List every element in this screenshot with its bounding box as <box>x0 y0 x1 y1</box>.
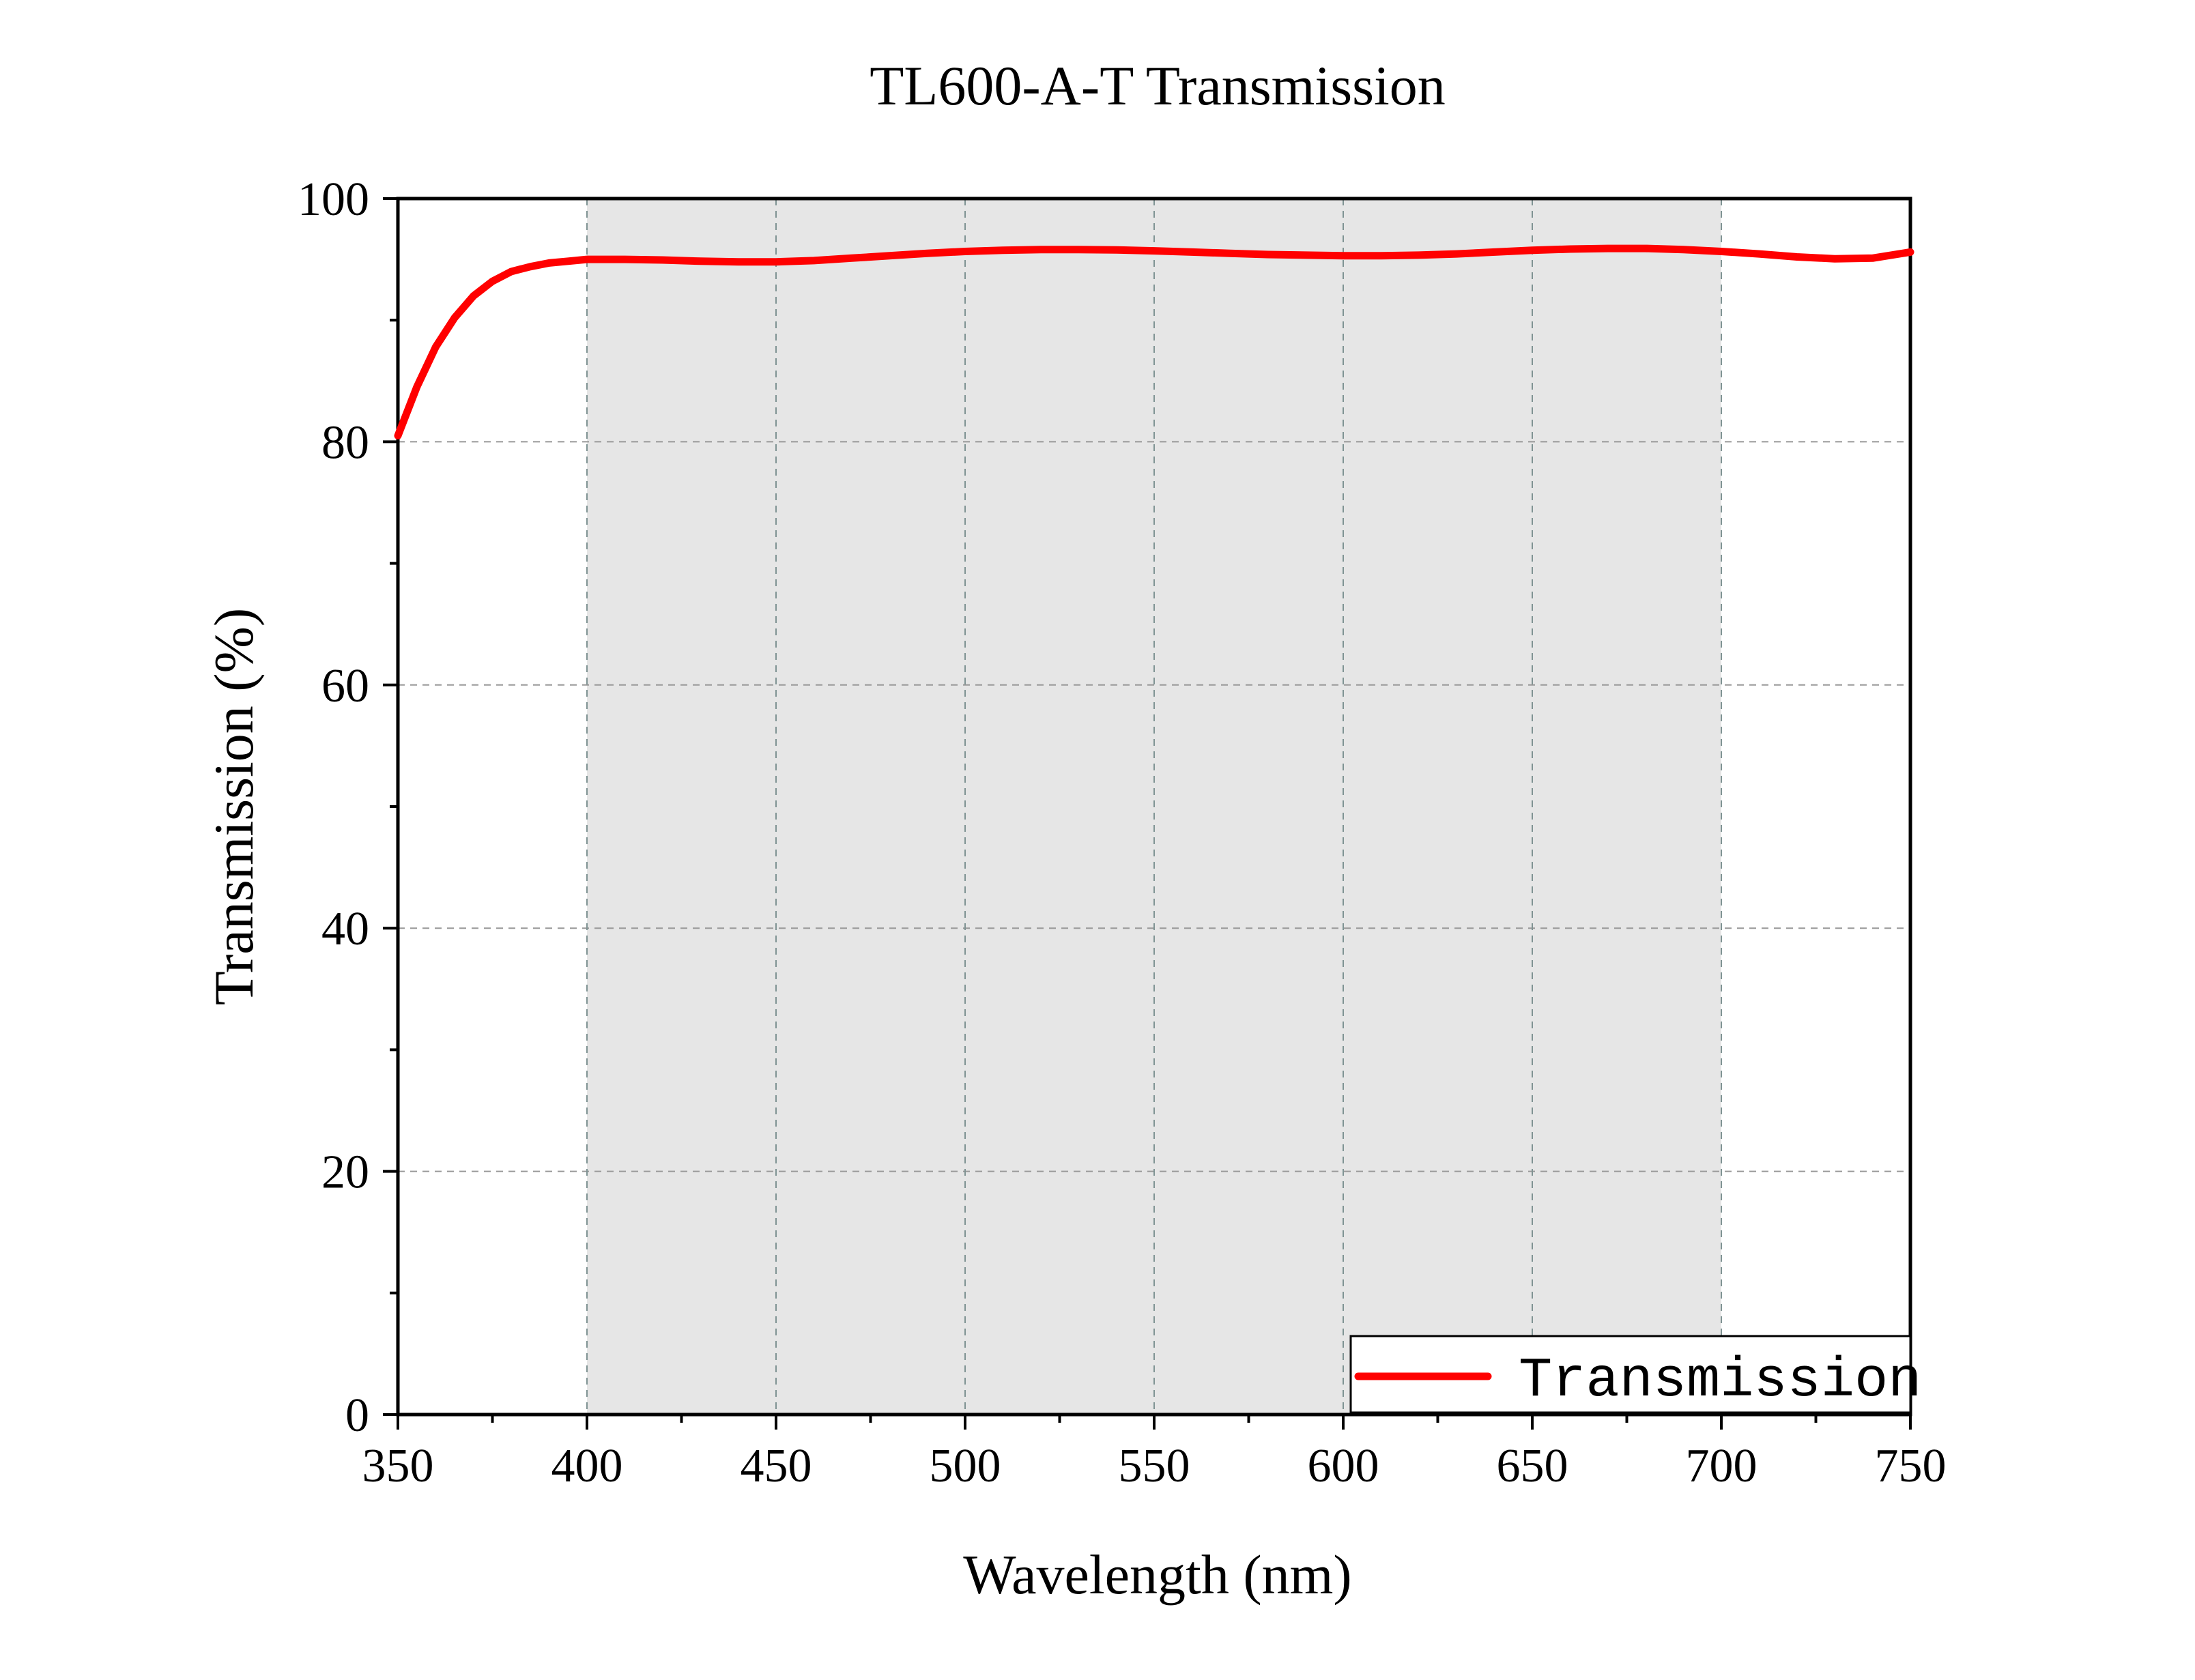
x-tick-label: 350 <box>362 1440 434 1492</box>
x-tick-label: 650 <box>1497 1440 1568 1492</box>
x-tick-label: 400 <box>551 1440 623 1492</box>
y-tick-label: 0 <box>345 1389 369 1442</box>
series-line <box>394 244 1914 439</box>
plot-area: 350 400 450 500 550 600 650 700 750 0 20 40 60 80 100 <box>298 173 1947 1492</box>
x-axis-label: Wavelength (nm) <box>963 1544 1351 1606</box>
x-tick-label: 600 <box>1308 1440 1379 1492</box>
y-tick-label: 80 <box>321 416 369 469</box>
legend: Transmission <box>1349 1335 1922 1414</box>
x-tick-label: 700 <box>1686 1440 1758 1492</box>
legend-label: Transmission <box>1519 1349 1922 1413</box>
x-tick-label: 550 <box>1119 1440 1190 1492</box>
x-tick-label: 450 <box>741 1440 812 1492</box>
x-tick-label: 750 <box>1875 1440 1947 1492</box>
y-axis-label: Transmission (%) <box>203 608 265 1005</box>
y-tick-label: 20 <box>321 1146 369 1199</box>
y-tick-label: 100 <box>298 173 369 226</box>
x-tick-label: 500 <box>930 1440 1001 1492</box>
y-tick-label: 40 <box>321 903 369 955</box>
y-tick-label: 60 <box>321 660 369 712</box>
chart-title: TL600-A-T Transmission <box>870 55 1446 117</box>
